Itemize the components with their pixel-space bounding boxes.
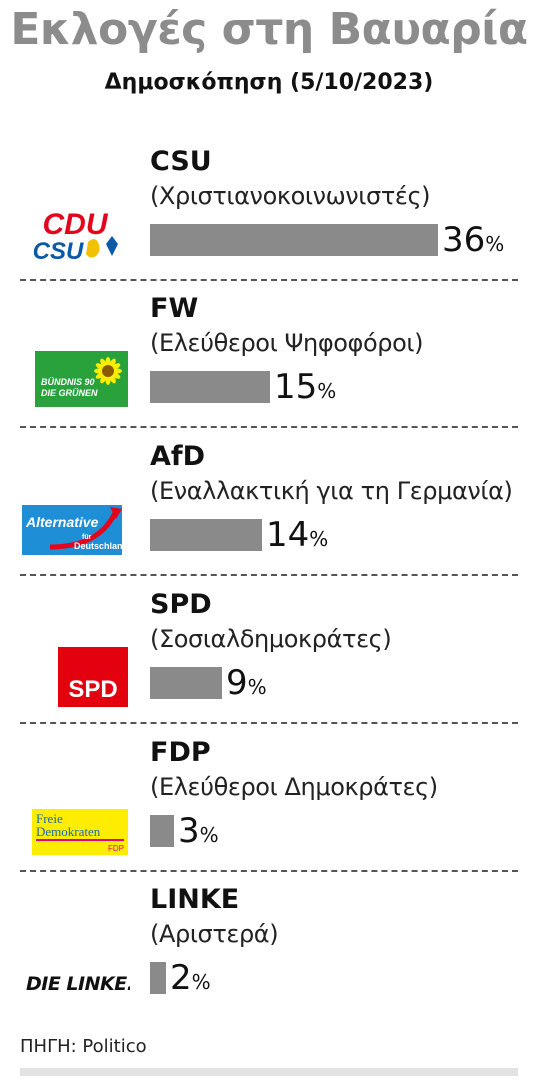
percent-sign: % <box>317 379 337 403</box>
spd-text: SPD <box>68 676 117 703</box>
cdu-csu-logo: CDU CSU <box>20 204 130 265</box>
data-label-value: 9 <box>226 663 248 703</box>
bar <box>150 815 174 847</box>
data-label: 9% <box>226 663 267 707</box>
buendnis-text: BÜNDNIS 90 <box>41 377 95 387</box>
party-row: LINKE (Αριστερά) DIE LINKE. 2% <box>20 884 518 1024</box>
fuer-text: für <box>82 534 92 541</box>
data-label-value: 36 <box>442 220 486 260</box>
party-description: (Εναλλακτική για τη Γερμανία) <box>150 477 513 505</box>
row-divider <box>20 870 518 872</box>
party-description: (Αριστερά) <box>150 920 279 948</box>
alternative-fuer-deutschland-logo: Alternative für Deutschland <box>20 499 130 559</box>
percent-sign: % <box>485 232 505 256</box>
data-label-value: 15 <box>274 367 318 407</box>
row-divider <box>20 722 518 724</box>
party-name: LINKE <box>150 884 240 915</box>
party-row: FDP (Ελεύθεροι Δημοκράτες) Freie Demokraten… <box>20 737 518 877</box>
chart-subtitle: Δημοσκόπηση (5/10/2023) <box>104 70 434 95</box>
spd-logo: SPD <box>20 637 130 707</box>
data-label: 14% <box>266 515 328 559</box>
party-row: SPD (Σοσιαλδημοκράτες) SPD 9% <box>20 589 518 729</box>
data-label: 36% <box>442 220 504 264</box>
party-name: AfD <box>150 441 206 472</box>
party-name: CSU <box>150 146 212 177</box>
data-label: 3% <box>178 811 219 855</box>
row-divider <box>20 279 518 281</box>
fdp-text: FDP <box>108 844 124 853</box>
bar <box>150 519 262 551</box>
buendnis90-gruene-logo: BÜNDNIS 90 DIE GRÜNEN <box>20 351 130 411</box>
demokraten-text: Demokraten <box>36 824 101 839</box>
bar <box>150 667 222 699</box>
percent-sign: % <box>199 823 219 847</box>
party-name: SPD <box>150 589 212 620</box>
bar <box>150 224 438 256</box>
footer-bar <box>20 1068 518 1076</box>
data-label: 15% <box>274 367 336 411</box>
party-row: CSU (Χριστιανοκοινωνιστές) CDU CSU 36% <box>20 146 518 286</box>
party-description: (Χριστιανοκοινωνιστές) <box>150 182 431 210</box>
cdu-text: CDU <box>43 208 109 241</box>
row-divider <box>20 574 518 576</box>
row-divider <box>20 426 518 428</box>
deutschland-text: Deutschland <box>74 541 128 551</box>
percent-sign: % <box>191 970 211 994</box>
data-label: 2% <box>170 958 211 1002</box>
csu-text: CSU <box>33 238 84 264</box>
party-row: FW (Ελεύθεροι Ψηφοφόροι) BÜNDNIS 90 DIE GRÜ… <box>20 293 518 433</box>
gruene-text: DIE GRÜNEN <box>41 388 98 398</box>
party-row: AfD (Εναλλακτική για τη Γερμανία) Alternat… <box>20 441 518 581</box>
chart-title: Εκλογές στη Βαυαρία <box>10 4 528 55</box>
alternative-text: Alternative <box>25 514 99 530</box>
party-description: (Ελεύθεροι Δημοκράτες) <box>150 773 438 801</box>
percent-sign: % <box>309 527 329 551</box>
data-label-value: 14 <box>266 515 310 555</box>
die-linke-text: DIE LINKE. <box>26 973 130 995</box>
bar <box>150 962 166 994</box>
bar <box>150 371 270 403</box>
die-linke-logo: DIE LINKE. <box>20 942 134 1002</box>
freie-text: Freie <box>36 811 63 826</box>
percent-sign: % <box>247 675 267 699</box>
freie-demokraten-fdp-logo: Freie Demokraten FDP <box>20 795 130 855</box>
data-label-value: 2 <box>170 958 192 998</box>
party-name: FDP <box>150 737 211 768</box>
data-label-value: 3 <box>178 811 200 851</box>
party-name: FW <box>150 293 199 324</box>
party-description: (Σοσιαλδημοκράτες) <box>150 625 392 653</box>
source-note: ΠΗΓΗ: Politico <box>20 1036 147 1057</box>
party-description: (Ελεύθεροι Ψηφοφόροι) <box>150 329 424 357</box>
